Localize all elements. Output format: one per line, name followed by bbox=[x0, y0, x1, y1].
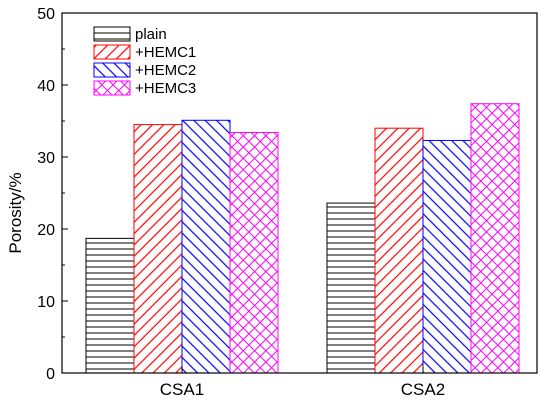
y-tick-label: 30 bbox=[37, 150, 55, 167]
y-tick-label: 40 bbox=[37, 78, 55, 95]
bars-group bbox=[85, 103, 520, 374]
legend-label-0: plain bbox=[135, 26, 167, 43]
bar-1-0 bbox=[326, 202, 376, 374]
legend-label-1: +HEMC1 bbox=[135, 44, 196, 61]
bar-1-2 bbox=[422, 139, 472, 374]
legend-label-3: +HEMC3 bbox=[135, 80, 196, 97]
y-tick-label: 10 bbox=[37, 294, 55, 311]
legend-label-2: +HEMC2 bbox=[135, 62, 196, 79]
legend-swatch-3 bbox=[93, 80, 131, 96]
x-tick-label-csa1: CSA1 bbox=[160, 380, 204, 399]
y-tick-label: 20 bbox=[37, 222, 55, 239]
legend: plain+HEMC1+HEMC2+HEMC3 bbox=[93, 26, 196, 97]
y-tick-label: 0 bbox=[46, 366, 55, 383]
y-axis-label: Porosity/% bbox=[6, 172, 25, 253]
axes-group: 0 10 20 30 40 50 CSA1 CSA2 bbox=[37, 6, 538, 399]
bar-0-2 bbox=[181, 119, 231, 374]
legend-swatch-0 bbox=[93, 26, 131, 42]
legend-swatch-2 bbox=[93, 62, 131, 78]
bar-1-1 bbox=[374, 127, 424, 374]
bar-1-3 bbox=[470, 103, 520, 374]
legend-swatch-1 bbox=[93, 44, 131, 60]
bar-0-1 bbox=[133, 124, 183, 374]
bar-0-3 bbox=[229, 132, 279, 374]
x-tick-label-csa2: CSA2 bbox=[401, 380, 445, 399]
y-tick-label: 50 bbox=[37, 6, 55, 23]
bar-0-0 bbox=[85, 237, 135, 374]
